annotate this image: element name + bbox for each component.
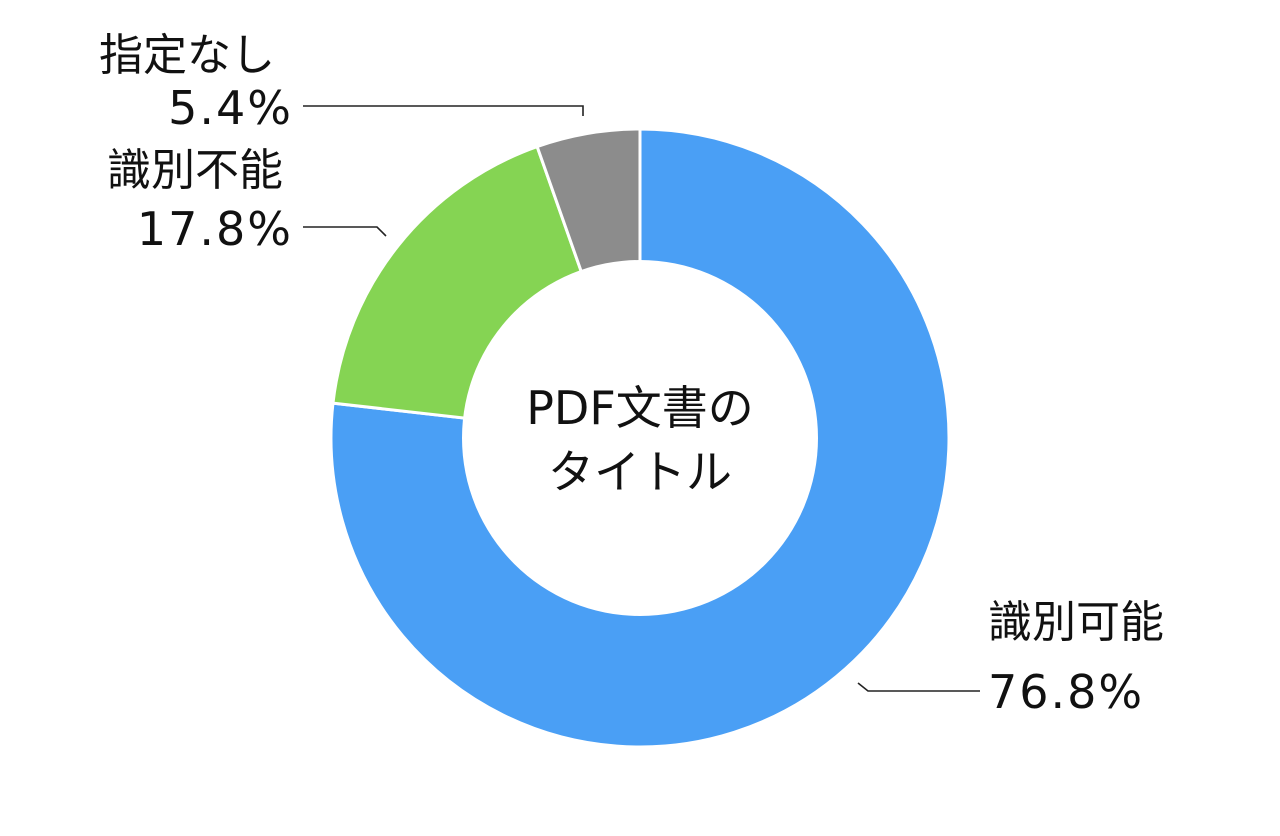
slice-label-unspecified-name: 指定なし: [99, 30, 275, 81]
slice-label-identifiable-value: 76.8%: [988, 665, 1144, 719]
slice-label-unidentifiable-name: 識別不能: [107, 145, 283, 196]
leader-line-unidentifiable: [303, 226, 387, 237]
leader-line-identifiable: [857, 682, 980, 692]
slice-label-unspecified-value: 5.4%: [168, 81, 293, 135]
donut-hole: [462, 260, 818, 616]
leader-line-unspecified: [303, 105, 584, 116]
center-label-line-2: タイトル: [548, 445, 732, 499]
slice-label-identifiable-name: 識別可能: [988, 597, 1164, 648]
center-label-line-1: PDF文書の: [526, 381, 754, 435]
slice-label-unidentifiable-value: 17.8%: [137, 202, 293, 256]
